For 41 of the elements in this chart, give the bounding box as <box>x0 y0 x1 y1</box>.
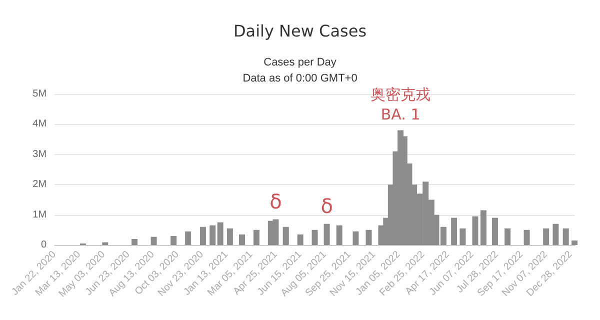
bar <box>210 225 216 245</box>
y-tick-label: 2M <box>32 179 47 190</box>
bar <box>524 230 530 245</box>
y-tick-label: 4M <box>32 118 47 130</box>
bar <box>336 225 342 245</box>
bar <box>312 230 318 245</box>
bar <box>253 230 260 245</box>
bar <box>460 228 466 245</box>
bar <box>562 228 569 245</box>
annotation: δ <box>320 194 333 218</box>
bar <box>170 236 177 245</box>
bar <box>150 236 157 245</box>
bar <box>352 231 359 245</box>
bar <box>226 228 233 245</box>
bar <box>366 230 372 245</box>
bar <box>282 226 289 245</box>
annotation: 奥密克戎 <box>370 86 431 104</box>
annotation: δ <box>270 189 282 214</box>
bar <box>102 242 108 245</box>
bar <box>572 240 578 245</box>
y-tick-label: 0 <box>40 240 47 250</box>
bar <box>451 218 458 245</box>
y-tick-label: 5M <box>32 88 47 100</box>
bar <box>543 228 550 245</box>
bar <box>552 224 559 245</box>
chart-title: Daily New Cases <box>233 22 367 40</box>
annotation: BA. 1 <box>380 106 420 124</box>
y-tick-label: 3M <box>32 148 47 160</box>
bar <box>324 224 330 245</box>
bar <box>297 234 304 245</box>
bar <box>200 226 206 245</box>
chart-subtitle: Cases per Day Data as of 0:00 GMT+0 <box>242 56 358 84</box>
bar <box>185 231 192 245</box>
bar <box>472 216 478 245</box>
bar <box>492 218 498 245</box>
bar <box>480 210 486 245</box>
bar <box>132 238 138 245</box>
y-tick-label: 1M <box>32 209 47 220</box>
bar <box>239 234 246 245</box>
bar <box>504 228 511 245</box>
bar <box>217 222 224 245</box>
